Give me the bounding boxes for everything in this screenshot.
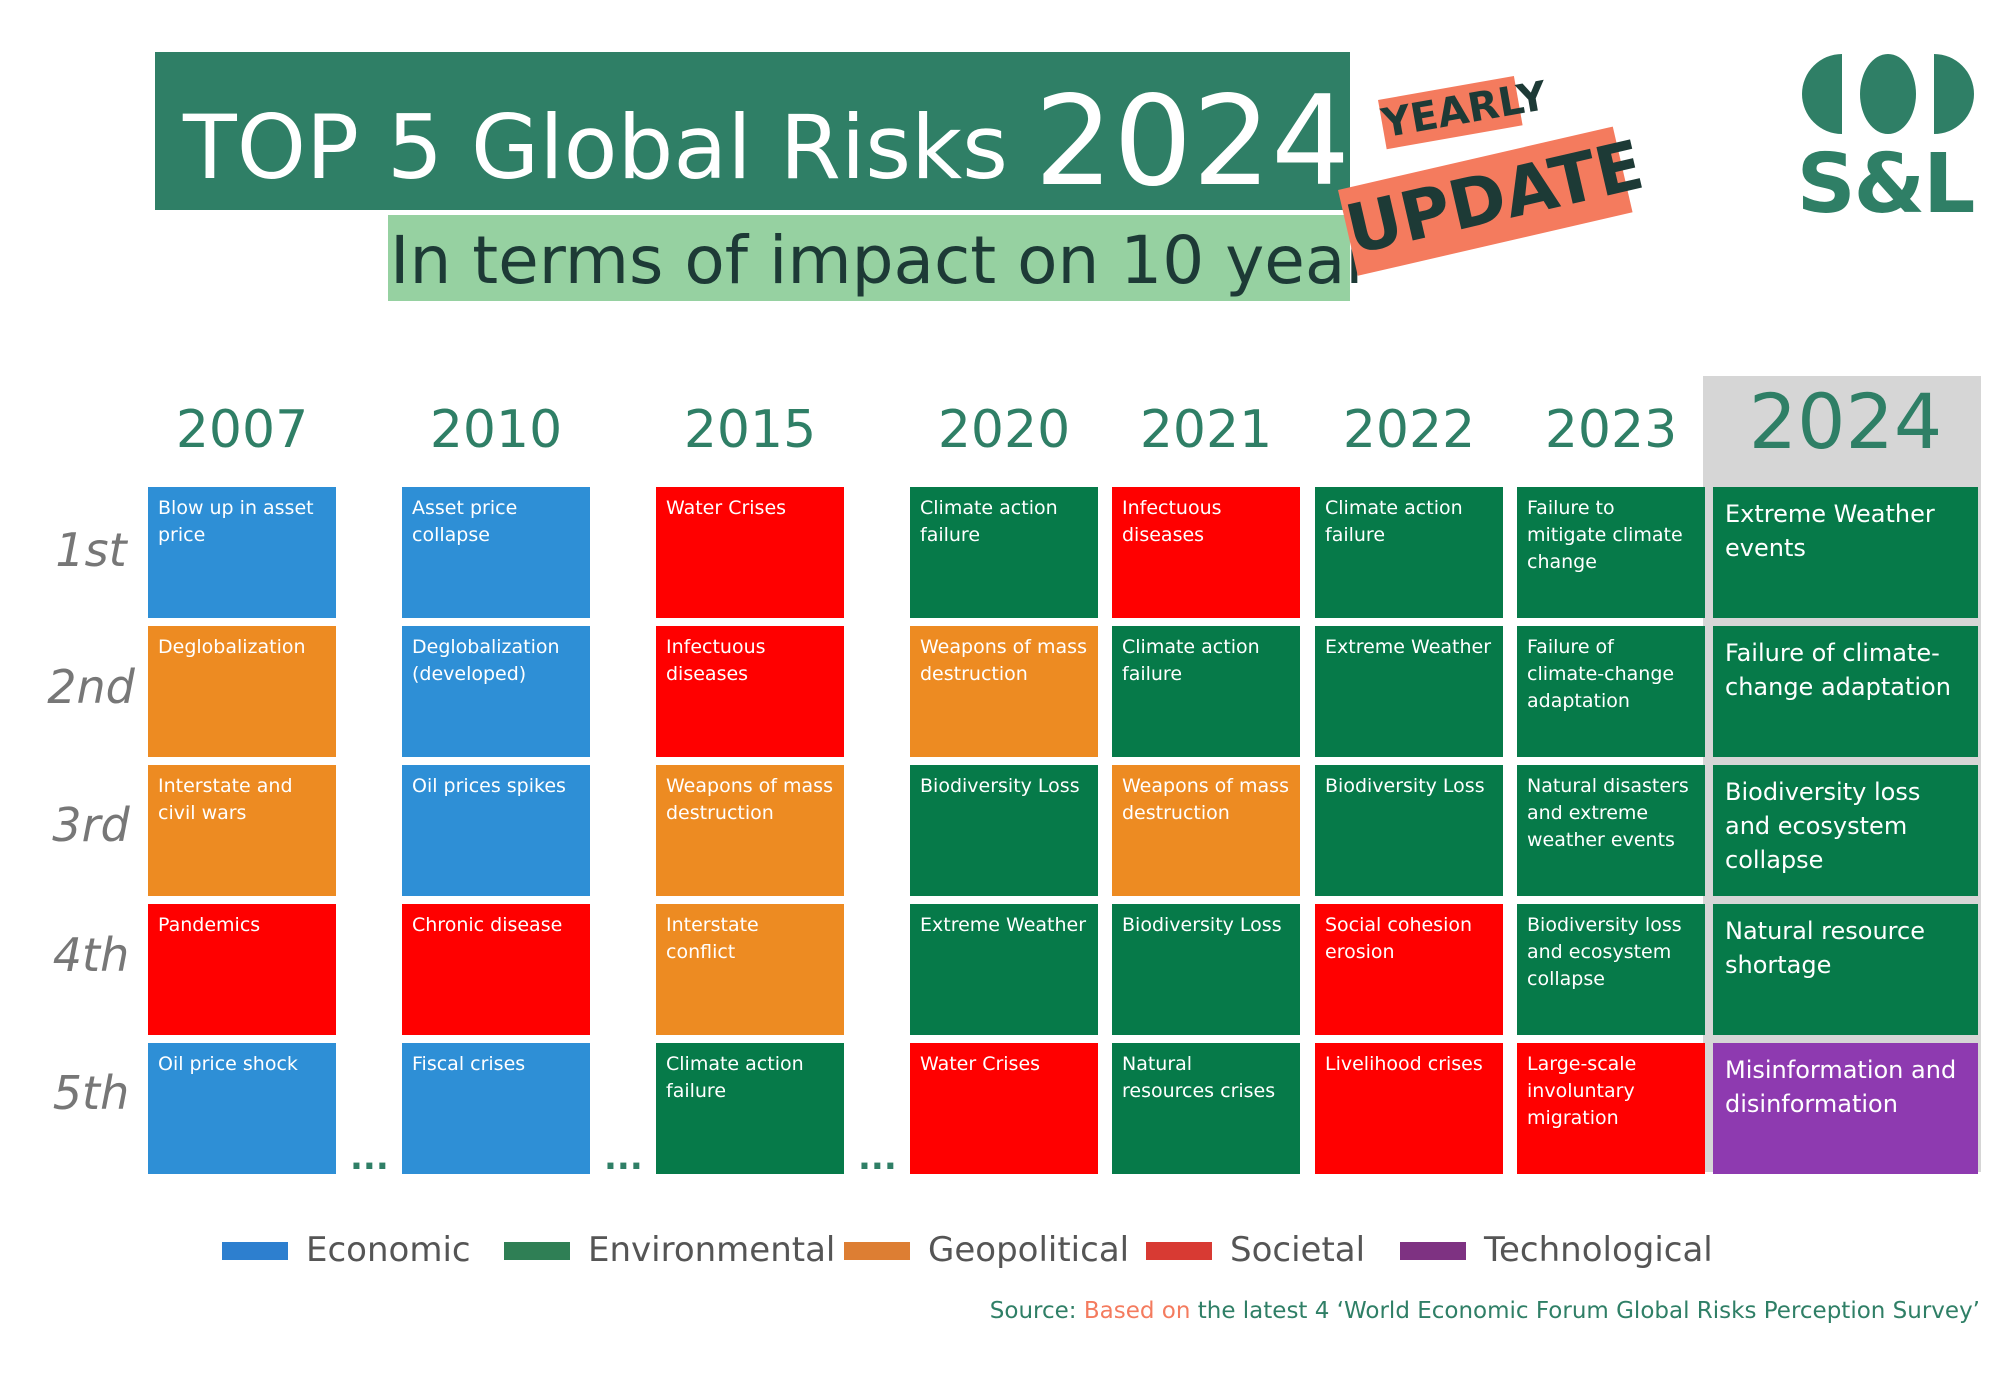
risk-cell: Climate action failure (910, 487, 1098, 618)
gap-marker: ... (350, 1138, 389, 1178)
year-label: 2020 (937, 400, 1071, 460)
risk-cell: Weapons of mass destruction (910, 626, 1098, 757)
risk-cell: Asset price collapse (402, 487, 590, 618)
risk-cell: Biodiversity Loss (1112, 904, 1300, 1035)
risk-cell: Natural disasters and extreme weather ev… (1517, 765, 1705, 896)
risk-cell: Oil price shock (148, 1043, 336, 1174)
risk-cell: Water Crises (910, 1043, 1098, 1174)
risk-cell: Large-scale involuntary migration (1517, 1043, 1705, 1174)
risk-cell: Social cohesion erosion (1315, 904, 1503, 1035)
yearly-badge: YEARLY (1378, 73, 1551, 150)
update-badge: UPDATE (1338, 126, 1651, 276)
subtitle-banner: In terms of impact on 10 year (388, 215, 1373, 301)
year-label: 2023 (1544, 400, 1678, 460)
legend-swatch (504, 1242, 570, 1260)
legend-swatch (844, 1242, 910, 1260)
rank-label: 4th (52, 928, 130, 982)
risk-cell: Failure to mitigate climate change (1517, 487, 1705, 618)
risk-cell: Livelihood crises (1315, 1043, 1503, 1174)
risk-cell: Weapons of mass destruction (656, 765, 844, 896)
risk-cell: Failure of climate-change adaptation (1713, 626, 1978, 757)
risk-cell: Fiscal crises (402, 1043, 590, 1174)
title-year: 2024 (1034, 70, 1350, 214)
risk-cell: Water Crises (656, 487, 844, 618)
legend-label: Environmental (588, 1230, 836, 1270)
source-prefix: Source: (989, 1298, 1084, 1324)
legend-swatch (1146, 1242, 1212, 1260)
source-rest: the latest 4 ‘World Economic Forum Globa… (1190, 1298, 1980, 1324)
risk-cell: Pandemics (148, 904, 336, 1035)
brand-logo-text: S&L (1796, 137, 1976, 232)
legend-label: Economic (306, 1230, 471, 1270)
risk-cell: Natural resources crises (1112, 1043, 1300, 1174)
year-label: 2021 (1139, 400, 1273, 460)
rank-label: 3rd (52, 798, 130, 852)
risk-cell: Extreme Weather events (1713, 487, 1978, 618)
rank-label: 5th (52, 1066, 130, 1120)
risk-cell: Blow up in asset price (148, 487, 336, 618)
source-highlight: Based on (1083, 1298, 1191, 1324)
year-label: 2010 (429, 400, 563, 460)
risk-cell: Natural resource shortage (1713, 904, 1978, 1035)
risk-cell: Biodiversity Loss (1315, 765, 1503, 896)
page-title: TOP 5 Global Risks (183, 96, 1008, 199)
risk-cell: Biodiversity loss and ecosystem collapse (1517, 904, 1705, 1035)
risk-cell: Weapons of mass destruction (1112, 765, 1300, 896)
rank-label: 2nd (47, 660, 135, 714)
gap-marker: ... (604, 1138, 643, 1178)
risk-cell: Failure of climate-change adaptation (1517, 626, 1705, 757)
risk-cell: Infectuous diseases (1112, 487, 1300, 618)
risk-cell: Climate action failure (1112, 626, 1300, 757)
risk-cell: Climate action failure (1315, 487, 1503, 618)
risk-cell: Misinformation and disinformation (1713, 1043, 1978, 1174)
risk-cell: Deglobalization (developed) (402, 626, 590, 757)
risk-cell: Climate action failure (656, 1043, 844, 1174)
gap-marker: ... (858, 1138, 897, 1178)
risk-cell: Interstate and civil wars (148, 765, 336, 896)
risk-cell: Infectuous diseases (656, 626, 844, 757)
year-label: 2007 (175, 400, 309, 460)
risk-cell: Interstate conflict (656, 904, 844, 1035)
legend-swatch (1400, 1242, 1466, 1260)
risk-cell: Oil prices spikes (402, 765, 590, 896)
rank-label: 1st (55, 523, 127, 577)
risk-cell: Chronic disease (402, 904, 590, 1035)
source-note: Source: Based on the latest 4 ‘World Eco… (990, 1296, 1980, 1326)
legend-label: Societal (1230, 1230, 1366, 1270)
risk-cell: Extreme Weather (910, 904, 1098, 1035)
year-label: 2024 (1748, 377, 1943, 466)
year-label: 2022 (1342, 400, 1476, 460)
page-subtitle: In terms of impact on 10 year (390, 222, 1373, 299)
risk-cell: Extreme Weather (1315, 626, 1503, 757)
brand-logo-icon (1802, 54, 1974, 134)
year-label: 2015 (683, 400, 817, 460)
legend-swatch (222, 1242, 288, 1260)
risk-cell: Biodiversity loss and ecosystem collapse (1713, 765, 1978, 896)
risk-cell: Biodiversity Loss (910, 765, 1098, 896)
legend-label: Geopolitical (928, 1230, 1130, 1270)
risk-cell: Deglobalization (148, 626, 336, 757)
title-banner: TOP 5 Global Risks 2024 (155, 52, 1350, 214)
legend-label: Technological (1484, 1230, 1713, 1270)
